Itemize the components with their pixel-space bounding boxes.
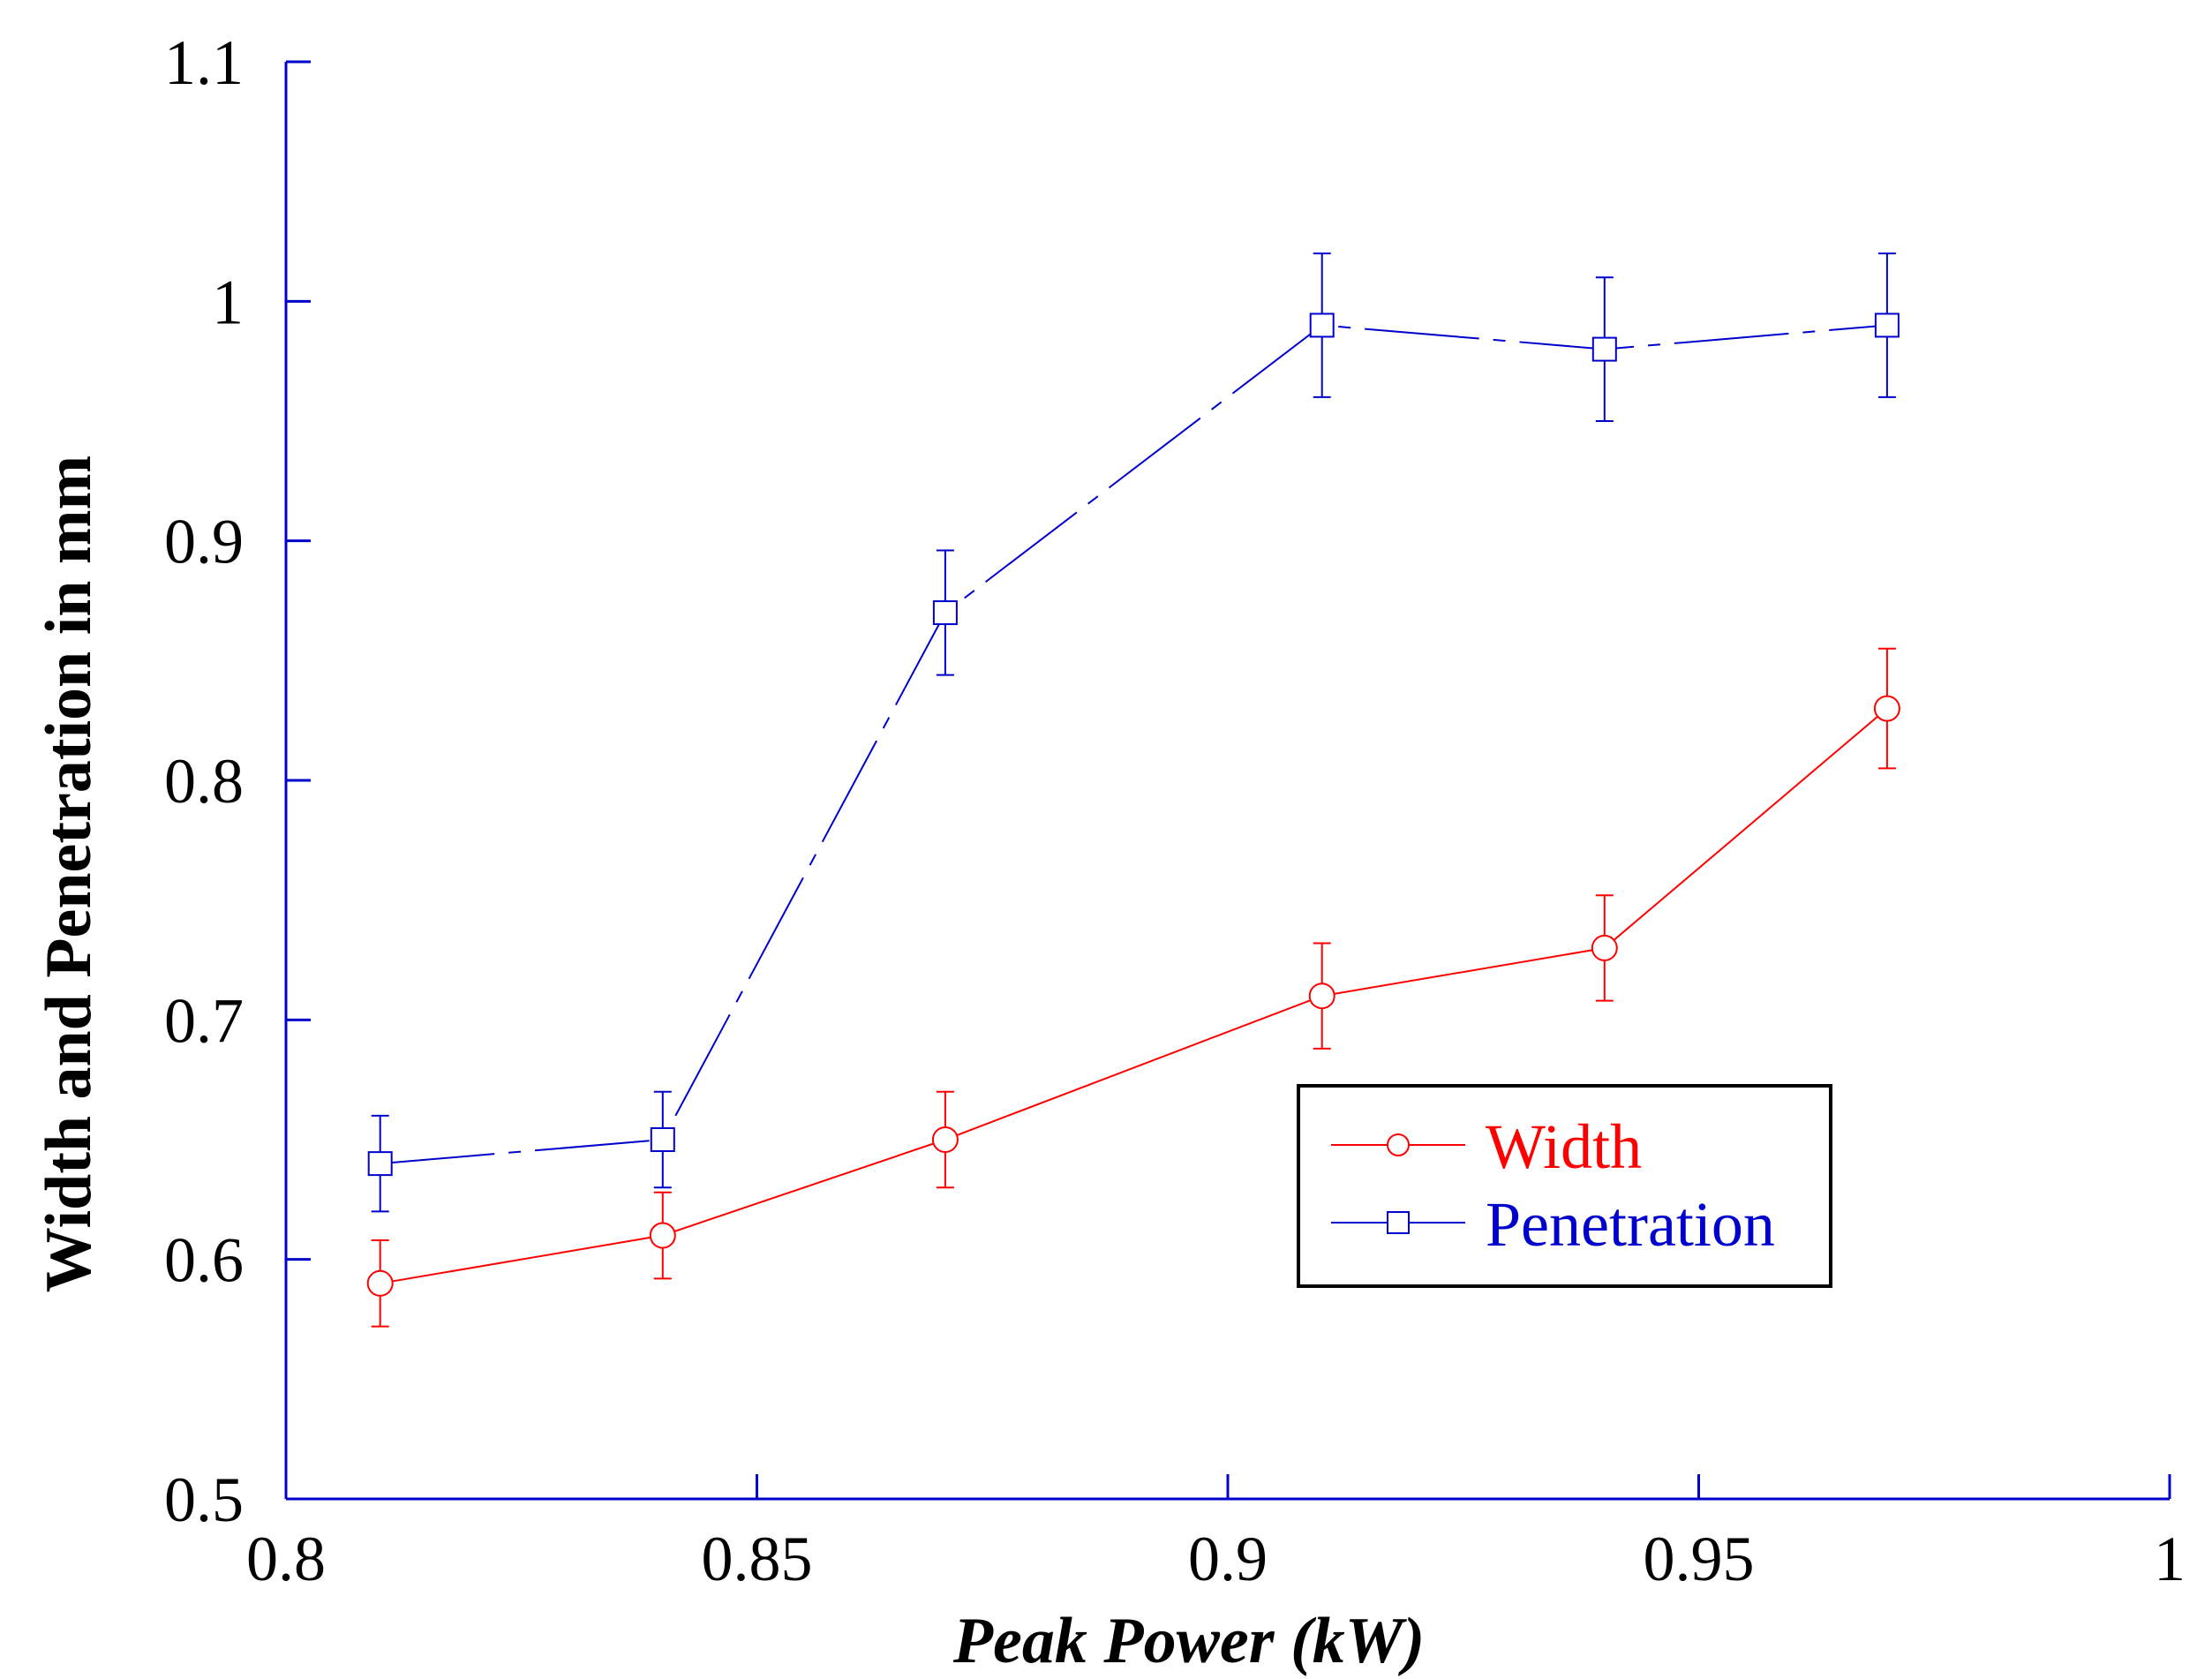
axes: 0.5 0.6 0.7 0.8 0.9 1 1.1 0.8 0.85 0.9 0.95 1	[164, 27, 2186, 1594]
x-tick-label: 0.9	[1188, 1524, 1268, 1594]
legend-width-label: Width	[1486, 1111, 1642, 1182]
series-width	[366, 647, 1900, 1328]
x-tick-label: 1	[2154, 1524, 2186, 1594]
data-point	[366, 1269, 394, 1297]
y-tick-label: 1	[212, 267, 244, 337]
data-point	[649, 1222, 676, 1249]
data-point	[1309, 312, 1335, 338]
data-point	[931, 1126, 959, 1153]
data-point	[1873, 695, 1900, 722]
y-tick-label: 0.7	[164, 985, 244, 1056]
x-tick-label: 0.95	[1644, 1524, 1755, 1594]
data-point	[1308, 983, 1335, 1010]
x-tick-label: 0.85	[702, 1524, 813, 1594]
series-penetration	[367, 252, 1900, 1213]
data-point	[1591, 336, 1617, 362]
legend-width-marker	[1387, 1133, 1410, 1156]
x-axis-title: Peak Power (kW)	[952, 1605, 1425, 1677]
legend-penetration-label: Penetration	[1486, 1189, 1775, 1260]
data-point	[1874, 312, 1900, 338]
y-axis-title: Width and Penetration in mm	[33, 456, 105, 1292]
x-tick-label: 0.8	[246, 1524, 326, 1594]
data-point	[367, 1151, 393, 1177]
y-tick-label: 0.6	[164, 1225, 244, 1296]
y-tick-label: 0.9	[164, 507, 244, 577]
y-tick-label: 0.8	[164, 746, 244, 817]
data-point	[1591, 934, 1618, 961]
series-penetration-line	[380, 324, 1887, 1165]
y-tick-label: 0.5	[164, 1464, 244, 1535]
series-layer	[366, 252, 1900, 1328]
y-tick-label: 1.1	[164, 27, 244, 98]
data-point	[650, 1127, 675, 1152]
data-point	[932, 600, 958, 626]
legend-penetration-marker	[1387, 1211, 1410, 1234]
legend-box	[1297, 1084, 1832, 1288]
legend: Width Penetration	[1297, 1084, 1832, 1288]
series-width-line	[380, 707, 1888, 1284]
